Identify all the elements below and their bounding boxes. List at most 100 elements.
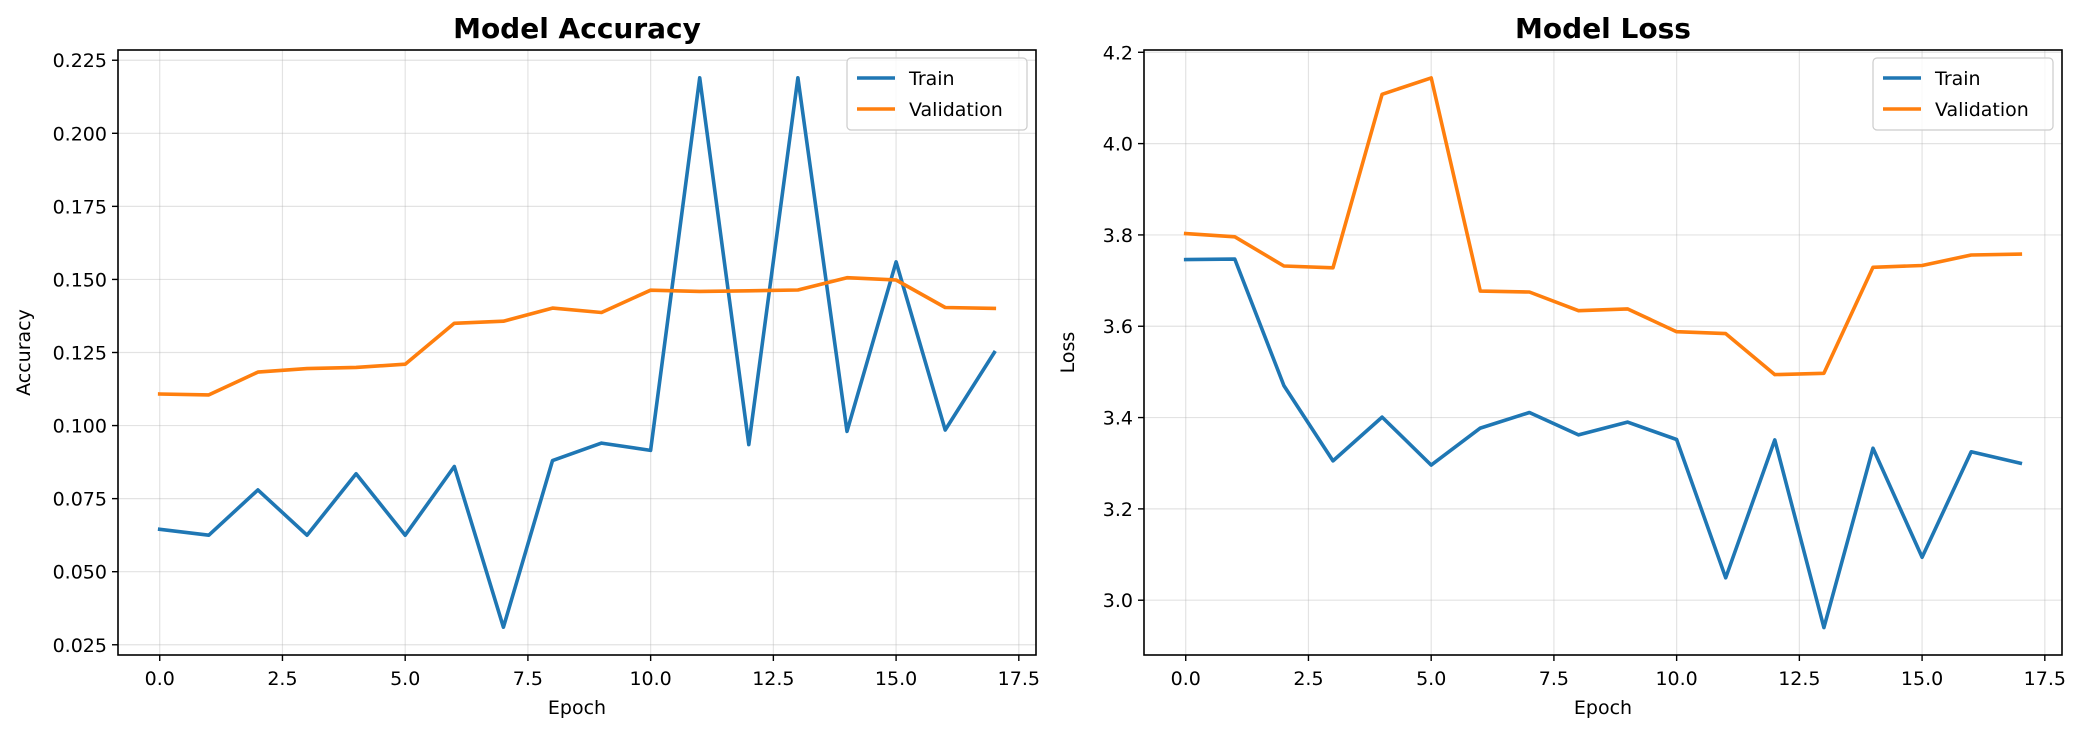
chart-panel-0: 0.0 2.5 5.0 7.5 10.0 12.5 15.0 17.5 0.025 0.050 0.…	[13, 12, 1040, 719]
x-tick-label: 0.0	[145, 668, 175, 690]
plot-frame	[1143, 49, 2063, 656]
series-line-validation	[157, 275, 997, 397]
data-point-validation	[403, 362, 407, 366]
x-tick-label: 12.5	[1778, 668, 1820, 690]
data-point-validation	[354, 365, 358, 369]
data-point-validation	[550, 306, 554, 310]
x-axis-label: Epoch	[548, 697, 606, 719]
data-point-train	[1920, 555, 1924, 559]
data-point-train	[1233, 257, 1237, 261]
y-tick-label: 4.0	[1103, 134, 1133, 156]
data-point-train	[207, 533, 211, 537]
data-point-train	[501, 625, 505, 629]
data-point-validation	[1184, 232, 1188, 236]
data-point-train	[1822, 626, 1826, 630]
data-point-validation	[1282, 264, 1286, 268]
data-point-train	[305, 533, 309, 537]
data-point-validation	[305, 367, 309, 371]
series-line-train	[1183, 257, 2023, 630]
data-point-validation	[1724, 332, 1728, 336]
x-tick-label: 5.0	[1416, 668, 1446, 690]
data-point-train	[1773, 438, 1777, 442]
data-point-validation	[2018, 252, 2022, 256]
data-point-train	[1380, 415, 1384, 419]
series-line-validation	[1183, 76, 2023, 377]
legend-label-train: Train	[1934, 68, 1981, 90]
data-point-train	[649, 448, 653, 452]
y-tick-label: 3.6	[1103, 316, 1133, 338]
x-tick-label: 17.5	[998, 668, 1040, 690]
x-tick-label: 15.0	[1901, 668, 1943, 690]
data-point-train	[747, 443, 751, 447]
data-point-validation	[1429, 76, 1433, 80]
legend-label-validation: Validation	[1935, 99, 2029, 121]
y-tick-label: 3.2	[1103, 499, 1133, 521]
data-point-validation	[747, 289, 751, 293]
data-point-train	[1331, 459, 1335, 463]
legend: Train Validation	[1872, 57, 2054, 131]
data-point-train	[1626, 420, 1630, 424]
data-point-validation	[1920, 264, 1924, 268]
data-point-train	[943, 428, 947, 432]
y-tick-label: 0.225	[53, 50, 107, 72]
data-point-train	[354, 472, 358, 476]
data-point-train	[1429, 463, 1433, 467]
data-point-validation	[845, 276, 849, 280]
data-point-train	[1576, 433, 1580, 437]
series-line-train	[157, 76, 997, 630]
data-point-validation	[1871, 265, 1875, 269]
data-point-validation	[207, 393, 211, 397]
x-tick-label: 7.5	[513, 668, 543, 690]
data-point-validation	[1576, 309, 1580, 313]
data-point-train	[1282, 384, 1286, 388]
x-tick-label: 2.5	[1293, 668, 1323, 690]
x-tick-label: 15.0	[875, 668, 917, 690]
data-point-validation	[600, 310, 604, 314]
data-point-validation	[1331, 266, 1335, 270]
y-tick-label: 0.025	[53, 635, 107, 657]
x-tick-label: 17.5	[2024, 668, 2066, 690]
y-tick-label: 0.125	[53, 343, 107, 365]
data-point-validation	[1478, 289, 1482, 293]
x-tick-label: 5.0	[390, 668, 420, 690]
legend-box	[1872, 57, 2054, 131]
data-point-validation	[1675, 330, 1679, 334]
legend-label-validation: Validation	[909, 99, 1003, 121]
data-point-train	[845, 429, 849, 433]
data-point-train	[550, 459, 554, 463]
data-point-train	[1724, 576, 1728, 580]
data-point-validation	[256, 370, 260, 374]
data-point-train	[1969, 450, 1973, 454]
data-point-validation	[698, 289, 702, 293]
data-point-train	[796, 76, 800, 80]
data-point-validation	[649, 288, 653, 292]
data-point-validation	[1773, 373, 1777, 377]
data-point-validation	[1822, 371, 1826, 375]
legend-box	[846, 57, 1028, 131]
data-point-train	[158, 527, 162, 531]
data-point-train	[992, 351, 996, 355]
legend-label-train: Train	[908, 68, 955, 90]
legend: Train Validation	[846, 57, 1028, 131]
y-tick-label: 3.0	[1103, 590, 1133, 612]
y-tick-label: 4.2	[1103, 42, 1133, 64]
chart-title: Model Loss	[1515, 12, 1691, 45]
data-point-validation	[1527, 290, 1531, 294]
x-tick-label: 2.5	[267, 668, 297, 690]
data-point-train	[1184, 258, 1188, 262]
data-point-validation	[796, 288, 800, 292]
y-axis-label: Accuracy	[13, 309, 35, 396]
x-tick-label: 10.0	[1655, 668, 1697, 690]
data-point-train	[698, 76, 702, 80]
data-point-train	[600, 441, 604, 445]
chart-panel-1: 0.0 2.5 5.0 7.5 10.0 12.5 15.0 17.5 3.0 3.2 3.4 3.6…	[1057, 12, 2066, 719]
data-point-validation	[943, 305, 947, 309]
chart-title: Model Accuracy	[453, 12, 701, 45]
y-tick-label: 3.8	[1103, 225, 1133, 247]
data-point-validation	[1233, 235, 1237, 239]
plot-frame	[117, 49, 1037, 656]
data-point-train	[894, 260, 898, 264]
y-tick-label: 3.4	[1103, 408, 1133, 430]
data-point-train	[1675, 437, 1679, 441]
